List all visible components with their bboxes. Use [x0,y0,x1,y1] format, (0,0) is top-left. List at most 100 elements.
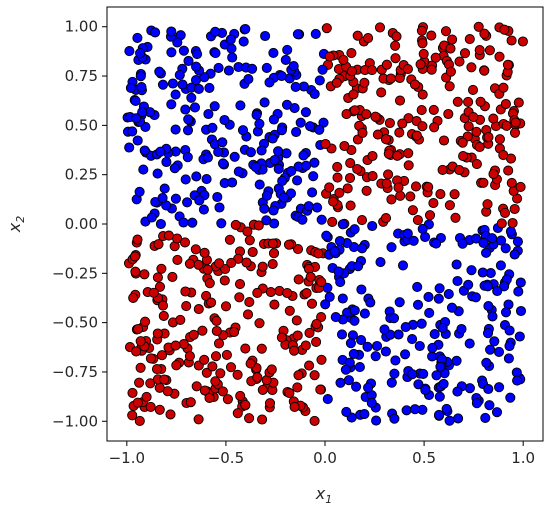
point-red [317,355,326,364]
y-tick-label: 0.00 [65,215,98,233]
point-red [200,248,209,257]
point-red [236,391,245,400]
point-red [258,262,267,271]
point-red [268,239,277,248]
point-red [245,236,254,245]
point-red [516,182,525,191]
point-red [233,409,242,418]
x-tick-label: 0.0 [313,449,337,467]
point-blue [261,31,270,40]
point-blue [349,349,358,358]
point-blue [354,262,363,271]
point-blue [304,202,313,211]
point-blue [184,115,193,124]
point-blue [274,147,283,156]
point-blue [483,282,492,291]
point-red [429,105,438,114]
point-red [253,373,262,382]
point-red [508,218,517,227]
point-blue [453,276,462,285]
point-red [411,182,420,191]
point-blue [214,63,223,72]
point-red [418,39,427,48]
point-red [221,302,230,311]
point-red [353,31,362,40]
point-blue [350,225,359,234]
point-blue [167,27,176,36]
point-blue [510,250,519,259]
point-red [180,238,189,247]
point-blue [178,80,187,89]
point-red [285,306,294,315]
point-red [403,65,412,74]
point-red [455,165,464,174]
point-red [371,112,380,121]
point-red [357,216,366,225]
point-blue [213,192,222,201]
point-blue [465,384,474,393]
point-blue [438,323,447,332]
point-red [510,128,519,137]
point-blue [428,343,437,352]
point-red [233,370,242,379]
point-blue [170,164,179,173]
point-blue [131,96,140,105]
point-blue [338,294,347,303]
point-red [216,369,225,378]
y-tick-label: 0.50 [65,116,98,134]
point-red [242,258,251,267]
point-red [185,259,194,268]
point-blue [128,127,137,136]
point-red [368,151,377,160]
point-blue [398,261,407,270]
point-blue [246,148,255,157]
point-blue [357,285,366,294]
point-blue [366,298,375,307]
point-blue [482,358,491,367]
point-red [472,160,481,169]
point-red [317,278,326,287]
point-red [191,245,200,254]
point-blue [390,369,399,378]
point-blue [125,47,134,56]
point-red [358,128,367,137]
point-red [417,106,426,115]
point-red [345,173,354,182]
point-red [321,139,330,148]
point-red [335,188,344,197]
point-blue [301,108,310,117]
point-red [518,37,527,46]
point-red [384,170,393,179]
point-blue [464,280,473,289]
point-red [430,123,439,132]
point-red [269,249,278,258]
point-red [425,211,434,220]
point-blue [401,350,410,359]
point-blue [495,383,504,392]
point-blue [442,404,451,413]
point-red [215,259,224,268]
point-red [212,316,221,325]
point-red [455,57,464,66]
point-red [285,389,294,398]
point-red [448,35,457,44]
point-red [146,354,155,363]
point-red [292,316,301,325]
point-blue [355,363,364,372]
point-blue [402,406,411,415]
point-blue [435,392,444,401]
point-red [347,49,356,58]
point-red [406,192,415,201]
point-red [283,288,292,297]
point-red [436,190,445,199]
point-red [266,288,275,297]
point-blue [193,50,202,59]
point-blue [195,196,204,205]
point-blue [434,294,443,303]
point-blue [372,416,381,425]
point-blue [290,104,299,113]
point-red [417,26,426,35]
point-blue [408,335,417,344]
point-blue [138,108,147,117]
point-blue [310,89,319,98]
